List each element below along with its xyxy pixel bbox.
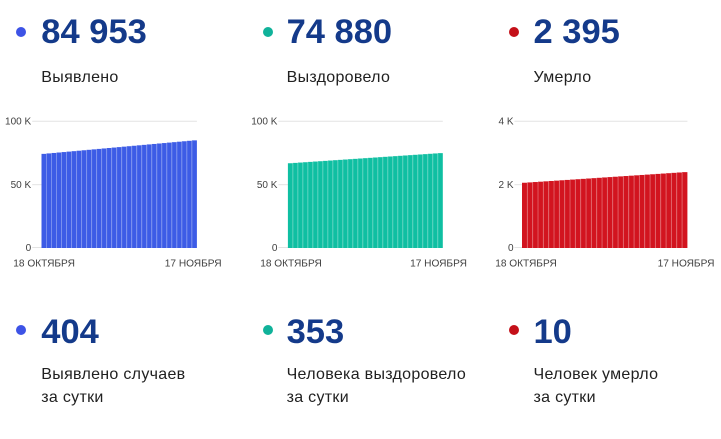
svg-text:0: 0 xyxy=(272,243,278,254)
svg-text:4 K: 4 K xyxy=(498,117,513,128)
svg-text:18 ОКТЯБРЯ: 18 ОКТЯБРЯ xyxy=(495,258,557,269)
svg-text:50 K: 50 K xyxy=(257,180,278,191)
svg-text:100 K: 100 K xyxy=(251,117,277,128)
svg-text:50 K: 50 K xyxy=(11,180,32,191)
svg-text:0: 0 xyxy=(508,243,514,254)
svg-text:2 K: 2 K xyxy=(498,180,513,191)
svg-text:17 НОЯБРЯ: 17 НОЯБРЯ xyxy=(410,258,467,269)
svg-text:17 НОЯБРЯ: 17 НОЯБРЯ xyxy=(658,258,715,269)
svg-text:18 ОКТЯБРЯ: 18 ОКТЯБРЯ xyxy=(13,258,75,269)
svg-text:100 K: 100 K xyxy=(5,117,31,128)
svg-text:0: 0 xyxy=(26,243,32,254)
svg-text:17 НОЯБРЯ: 17 НОЯБРЯ xyxy=(165,258,222,269)
svg-text:18 ОКТЯБРЯ: 18 ОКТЯБРЯ xyxy=(260,258,322,269)
